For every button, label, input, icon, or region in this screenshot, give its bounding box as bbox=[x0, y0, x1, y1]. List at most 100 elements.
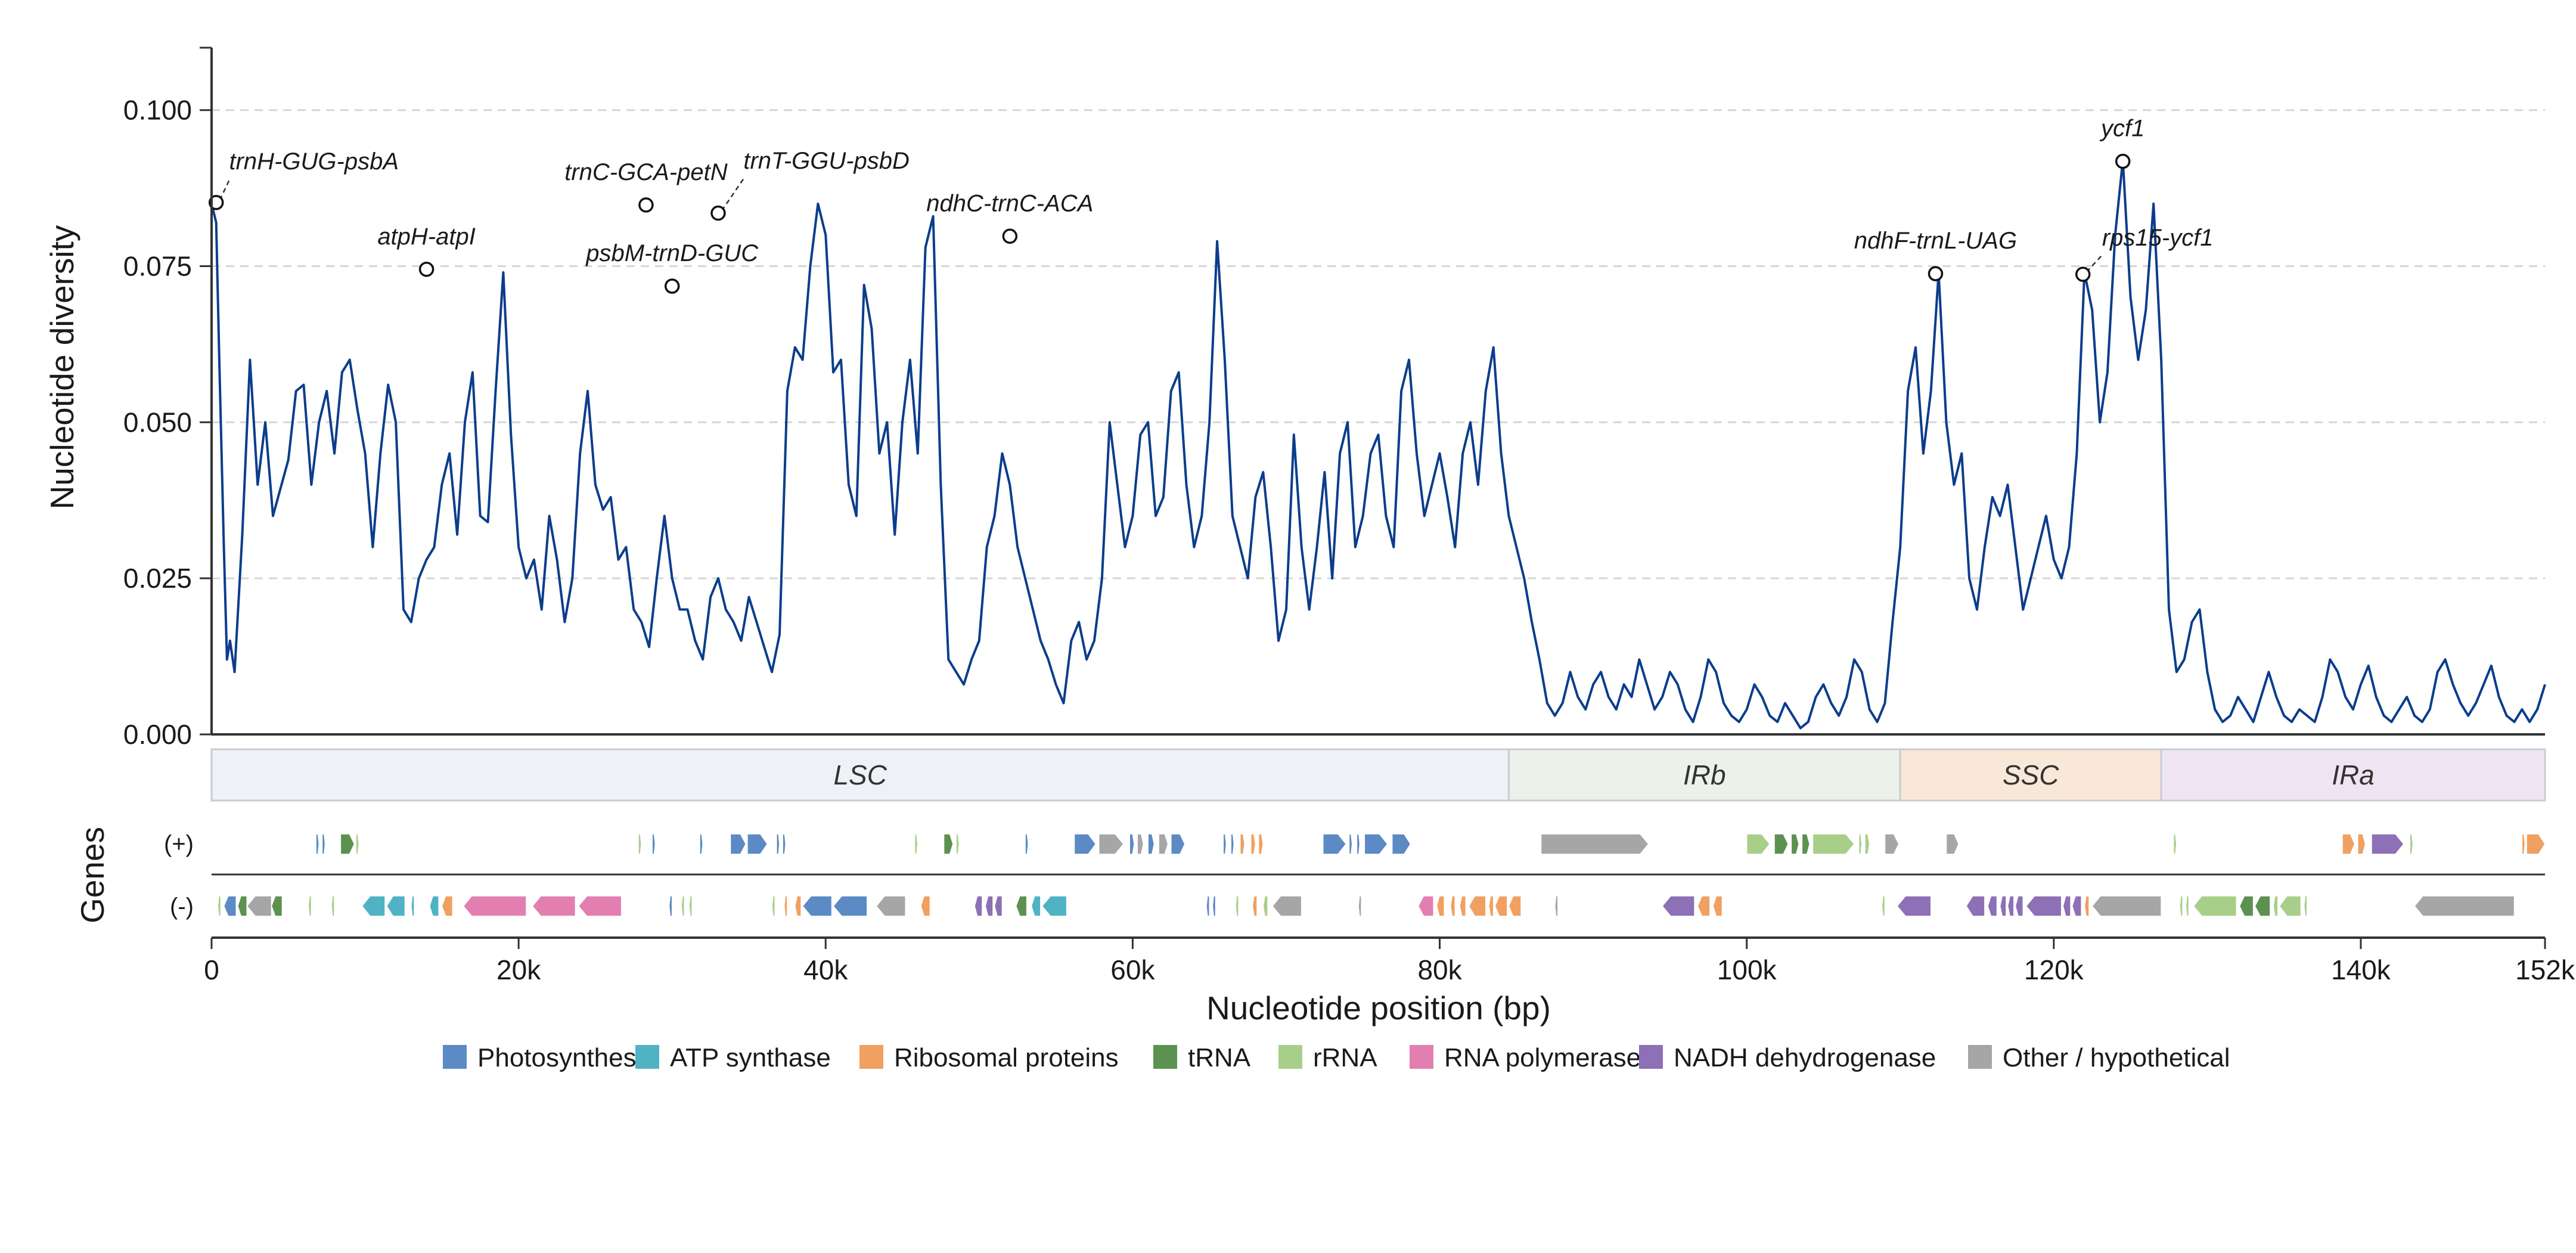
gene-block-minus bbox=[2279, 895, 2302, 917]
gene-block-minus bbox=[783, 895, 788, 917]
gene-block-plus bbox=[1801, 833, 1811, 855]
gene-block-plus bbox=[747, 833, 768, 855]
gene-block-minus bbox=[2091, 895, 2162, 917]
gene-block-minus bbox=[411, 895, 415, 917]
gene-block-minus bbox=[331, 895, 335, 917]
diversity-line bbox=[210, 159, 2546, 730]
region-label: LSC bbox=[833, 759, 887, 790]
x-tick-label: 0 bbox=[204, 954, 219, 985]
x-tick-label: 60k bbox=[1110, 954, 1155, 985]
gene-block-plus bbox=[776, 833, 780, 855]
gene-block-plus bbox=[730, 833, 747, 855]
gene-block-minus bbox=[974, 895, 983, 917]
gene-block-plus bbox=[1137, 833, 1144, 855]
gene-block-plus bbox=[1158, 833, 1169, 855]
legend-swatch bbox=[859, 1045, 883, 1069]
gene-block-plus bbox=[1129, 833, 1135, 855]
gene-block-minus bbox=[308, 895, 312, 917]
gene-block-plus bbox=[1239, 833, 1246, 855]
gene-block-plus bbox=[1356, 833, 1361, 855]
gene-block-plus bbox=[2521, 833, 2526, 855]
y-tick-label: 0.050 bbox=[123, 407, 192, 438]
x-tick-label: 152k bbox=[2515, 954, 2575, 985]
peak-leader-line bbox=[721, 176, 746, 212]
gene-block-minus bbox=[1262, 895, 1268, 917]
peak-leader-line bbox=[219, 177, 231, 201]
x-tick-label: 100k bbox=[1717, 954, 1777, 985]
gene-block-minus bbox=[1494, 895, 1508, 917]
gene-block-plus bbox=[782, 833, 787, 855]
x-tick-label: 40k bbox=[803, 954, 848, 985]
legend-label: NADH dehydrogenase bbox=[1674, 1043, 1936, 1072]
gene-block-minus bbox=[668, 895, 673, 917]
peak-marker bbox=[1928, 266, 1944, 281]
gene-block-minus bbox=[920, 895, 931, 917]
peak-marker bbox=[710, 205, 726, 221]
gene-block-minus bbox=[994, 895, 1003, 917]
gene-block-minus bbox=[1206, 895, 1210, 917]
gene-block-plus bbox=[1348, 833, 1353, 855]
gene-block-minus bbox=[237, 895, 247, 917]
peak-label: ndhC-trnC-ACA bbox=[926, 190, 1093, 216]
legend-label: rRNA bbox=[1313, 1043, 1377, 1072]
gene-block-plus bbox=[340, 833, 355, 855]
region-label: IRb bbox=[1683, 759, 1726, 790]
gene-block-plus bbox=[1391, 833, 1411, 855]
gene-block-minus bbox=[1031, 895, 1041, 917]
peak-marker bbox=[1002, 228, 1018, 244]
gene-block-plus bbox=[1884, 833, 1900, 855]
legend-label: ATP synthase bbox=[670, 1043, 831, 1072]
axes: 0.000 0.025 0.050 0.075 0.100 0 20k 40k 60k 80k 10… bbox=[123, 46, 2575, 985]
gene-block-minus bbox=[1897, 895, 1932, 917]
peak-marker bbox=[2115, 153, 2131, 169]
gene-block-minus bbox=[1436, 895, 1445, 917]
gene-block-minus bbox=[1041, 895, 1067, 917]
x-tick-label: 20k bbox=[496, 954, 541, 985]
gene-block-minus bbox=[1987, 895, 1998, 917]
legend-swatch bbox=[1153, 1045, 1177, 1069]
gene-block-minus bbox=[1697, 895, 1711, 917]
gene-block-plus bbox=[1171, 833, 1185, 855]
region-ssc bbox=[1899, 748, 2162, 802]
peak-marker bbox=[418, 262, 434, 277]
gene-block-minus bbox=[1271, 895, 1302, 917]
peak-label: trnC-GCA-petN bbox=[564, 159, 727, 185]
gene-block-minus bbox=[361, 895, 386, 917]
gene-block-plus bbox=[651, 833, 656, 855]
gene-block-plus bbox=[2342, 833, 2355, 855]
genes-axis-title: Genes bbox=[74, 827, 111, 923]
gene-block-minus bbox=[532, 895, 576, 917]
gene-block-minus bbox=[2193, 895, 2237, 917]
plus-strand-label: (+) bbox=[164, 831, 194, 857]
gene-block-minus bbox=[386, 895, 406, 917]
gene-track bbox=[212, 833, 2546, 939]
legend-label: Ribosomal proteins bbox=[894, 1043, 1119, 1072]
gene-block-minus bbox=[1488, 895, 1494, 917]
legend-swatch bbox=[1968, 1045, 1992, 1069]
gene-block-minus bbox=[1212, 895, 1216, 917]
minus-strand-label: (-) bbox=[170, 894, 194, 920]
gene-block-minus bbox=[1554, 895, 1559, 917]
region-lsc bbox=[210, 748, 1510, 802]
gene-block-plus bbox=[1230, 833, 1235, 855]
diversity-line-layer bbox=[210, 159, 2546, 730]
legend-swatch bbox=[635, 1045, 659, 1069]
gene-block-plus bbox=[1073, 833, 1097, 855]
gene-block-minus bbox=[2273, 895, 2279, 917]
peak-marker bbox=[208, 194, 224, 210]
region-track: LSC IRb SSC IRa bbox=[210, 748, 2546, 802]
gene-block-minus bbox=[2071, 895, 2082, 917]
gene-block-minus bbox=[463, 895, 527, 917]
y-tick-label: 0.000 bbox=[123, 719, 192, 750]
legend-label: Other / hypothetical bbox=[2003, 1043, 2230, 1072]
y-axis-title: Nucleotide diversity bbox=[44, 225, 80, 509]
legend-label: Photosynthesis bbox=[477, 1043, 655, 1072]
gene-block-plus bbox=[1258, 833, 1264, 855]
peak-annotations: trnH-GUG-psbA atpH-atpI trnC-GCA-petN psbM-… bbox=[208, 116, 2214, 294]
gene-block-minus bbox=[1508, 895, 1522, 917]
gene-block-plus bbox=[2371, 833, 2405, 855]
gene-block-minus bbox=[876, 895, 906, 917]
gene-block-plus bbox=[1864, 833, 1870, 855]
